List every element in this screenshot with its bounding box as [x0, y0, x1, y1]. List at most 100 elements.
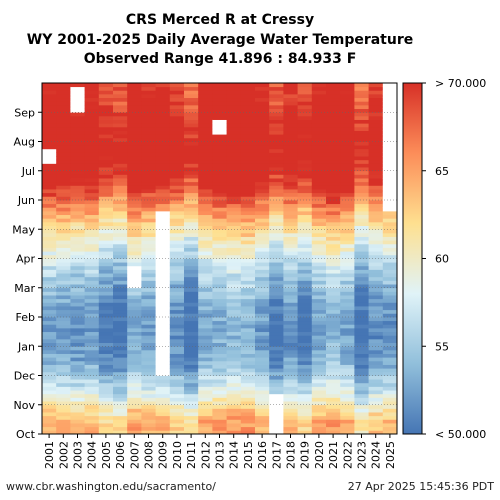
heat-cell: [226, 335, 242, 340]
heat-cell: [169, 390, 185, 395]
heat-cell: [84, 104, 100, 109]
heat-cell: [283, 393, 298, 398]
heat-cell: [42, 390, 57, 395]
heat-cell: [340, 170, 355, 175]
heat-cell: [382, 426, 398, 431]
heat-cell: [240, 415, 256, 420]
heat-cell: [127, 280, 142, 285]
heat-cell: [42, 426, 57, 431]
heat-cell: [212, 178, 227, 183]
heat-cell: [340, 240, 355, 245]
heat-cell: [155, 287, 171, 292]
heat-cell: [340, 178, 355, 183]
heat-cell: [169, 123, 185, 128]
heat-cell: [84, 382, 100, 387]
heat-cell: [382, 419, 398, 424]
heat-cell: [141, 262, 156, 267]
heat-cell: [283, 324, 298, 329]
heat-cell: [56, 83, 71, 88]
heat-cell: [226, 291, 242, 296]
heat-cell: [212, 108, 227, 113]
heat-cell: [141, 419, 156, 424]
heat-cell: [297, 419, 313, 424]
heat-cell: [184, 426, 199, 431]
heat-cell: [155, 295, 171, 300]
heat-cell: [155, 338, 171, 343]
heat-cell: [42, 123, 57, 128]
heat-cell: [326, 327, 341, 333]
heat-cell: [240, 148, 256, 153]
heat-cell: [368, 97, 384, 102]
heat-cell: [269, 276, 284, 281]
heat-cell: [382, 412, 398, 417]
heat-cell: [255, 382, 270, 387]
heat-cell: [368, 368, 384, 373]
heat-cell: [311, 196, 327, 201]
heat-cell: [311, 393, 327, 398]
heat-cell: [198, 335, 213, 340]
y-tick-label: Feb: [16, 311, 35, 324]
heat-cell: [155, 280, 171, 285]
heat-cell: [84, 415, 100, 420]
heat-cell: [42, 185, 57, 190]
heat-cell: [311, 83, 327, 88]
heat-cell: [297, 218, 313, 223]
heat-cell: [269, 141, 284, 146]
heat-cell: [70, 196, 85, 201]
heat-cell: [368, 119, 384, 124]
heat-cell: [368, 273, 384, 278]
heat-cell: [340, 185, 355, 190]
heat-cell: [141, 415, 156, 420]
heat-cell: [98, 243, 114, 248]
heat-cell: [141, 189, 156, 194]
heat-cell: [56, 371, 71, 376]
heat-cell: [382, 229, 398, 234]
heat-cell: [326, 192, 341, 197]
heat-cell: [184, 189, 199, 194]
heat-cell: [269, 269, 284, 274]
heat-cell: [255, 364, 270, 369]
heat-cell: [297, 412, 313, 417]
heat-cell: [326, 126, 341, 131]
heat-cell: [155, 192, 171, 197]
heat-cell: [269, 401, 284, 406]
heat-cell: [240, 386, 256, 391]
x-tick-label: 2014: [228, 441, 241, 469]
heat-cell: [269, 101, 284, 106]
heat-cell: [354, 306, 369, 311]
heat-cell: [56, 412, 71, 417]
heat-cell: [311, 254, 327, 259]
heat-cell: [127, 152, 142, 157]
heat-cell: [98, 313, 114, 318]
heat-cell: [283, 273, 298, 278]
heat-cell: [141, 324, 156, 329]
heat-cell: [212, 276, 227, 281]
heat-cell: [84, 254, 100, 259]
heat-cell: [382, 108, 398, 113]
heat-cell: [354, 269, 369, 274]
heat-cell: [98, 90, 114, 95]
heat-cell: [141, 327, 156, 333]
heat-cell: [269, 408, 284, 413]
heat-cell: [283, 276, 298, 281]
heat-cell: [354, 115, 369, 120]
heat-cell: [283, 408, 298, 413]
heat-cell: [212, 382, 227, 387]
heat-cell: [311, 236, 327, 241]
heat-cell: [354, 159, 369, 164]
heat-cell: [198, 141, 213, 146]
heat-cell: [70, 251, 85, 256]
heat-cell: [283, 265, 298, 270]
heat-cell: [56, 338, 71, 343]
heat-cell: [311, 159, 327, 164]
heat-cell: [113, 178, 128, 183]
heat-cell: [155, 317, 171, 322]
chart-title-line-3: Observed Range 41.896 : 84.933 F: [84, 51, 357, 67]
heat-cell: [70, 112, 85, 117]
heat-cell: [340, 317, 355, 322]
heat-cell: [169, 349, 185, 354]
heat-cell: [382, 156, 398, 161]
heat-cell: [212, 371, 227, 376]
heat-cell: [141, 156, 156, 161]
heat-cell: [169, 251, 185, 256]
